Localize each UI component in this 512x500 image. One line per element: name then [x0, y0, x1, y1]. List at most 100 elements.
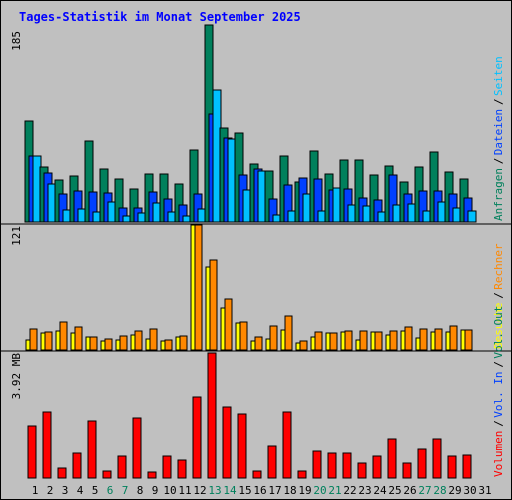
bar-rechner-day-28 — [434, 328, 443, 351]
legend-item-vol-in: Vol. In — [492, 371, 505, 417]
bar-rechner-day-13 — [209, 259, 218, 351]
bar-volumen-day-26 — [402, 462, 412, 479]
bar-volumen-day-17 — [267, 445, 277, 479]
bar-rechner-day-27 — [419, 328, 428, 351]
bar-volumen-day-19 — [297, 470, 307, 479]
bar-rechner-day-17 — [269, 325, 278, 351]
day-label-24: 24 — [373, 484, 387, 497]
day-label-7: 7 — [122, 484, 129, 497]
bar-volumen-day-27 — [417, 448, 427, 479]
bar-rechner-day-29 — [449, 325, 458, 351]
bar-rechner-day-9 — [149, 328, 158, 351]
legend-item-rechner: Rechner — [492, 243, 505, 290]
bar-volumen-day-24 — [372, 455, 382, 479]
bar-volumen-day-16 — [252, 470, 262, 479]
day-label-13: 13 — [208, 484, 221, 497]
bar-volumen-day-29 — [447, 455, 457, 479]
bar-volumen-day-9 — [147, 471, 157, 479]
bar-rechner-day-2 — [44, 331, 53, 351]
bar-rechner-day-10 — [164, 339, 173, 351]
bar-volumen-day-28 — [432, 438, 442, 479]
day-label-28: 28 — [433, 484, 446, 497]
legend-item-besuche: Besuche — [492, 303, 505, 349]
day-label-21: 21 — [328, 484, 341, 497]
day-label-25: 25 — [388, 484, 401, 497]
bar-rechner-day-30 — [464, 329, 473, 351]
bar-volumen-day-3 — [57, 467, 67, 479]
chart-title: Tages-Statistik im Monat September 2025 — [19, 10, 301, 24]
bar-volumen-day-1 — [27, 425, 37, 479]
day-label-20: 20 — [313, 484, 326, 497]
day-label-10: 10 — [163, 484, 176, 497]
legend-separator: / — [492, 98, 505, 105]
bar-rechner-day-26 — [404, 326, 413, 351]
day-label-26: 26 — [403, 484, 416, 497]
day-label-12: 12 — [193, 484, 206, 497]
day-label-9: 9 — [152, 484, 159, 497]
bar-rechner-day-5 — [89, 336, 98, 351]
bar-rechner-day-16 — [254, 336, 263, 351]
legend-separator: / — [492, 361, 505, 368]
panel-2-ymax-label: 121 — [10, 226, 23, 246]
legend-item-anfragen: Anfragen — [492, 168, 505, 221]
legend-separator: / — [492, 292, 505, 299]
day-label-6: 6 — [107, 484, 114, 497]
day-label-11: 11 — [178, 484, 191, 497]
day-label-23: 23 — [358, 484, 371, 497]
bar-rechner-day-6 — [104, 338, 113, 351]
bar-volumen-day-5 — [87, 420, 97, 479]
bar-rechner-day-24 — [374, 331, 383, 351]
bar-volumen-day-23 — [357, 462, 367, 479]
bar-volumen-day-8 — [132, 417, 142, 479]
bar-volumen-day-4 — [72, 452, 82, 479]
chart-panels — [1, 24, 511, 479]
bar-rechner-day-22 — [344, 330, 353, 351]
legend-separator: / — [492, 158, 505, 165]
bar-rechner-day-14 — [224, 298, 233, 351]
day-label-19: 19 — [298, 484, 311, 497]
day-label-5: 5 — [92, 484, 99, 497]
chart-legend: Anfragen / Dateien / Seiten Besuche / Rechner Vo… — [492, 56, 505, 477]
bar-volumen-day-13 — [207, 352, 217, 479]
bar-rechner-day-18 — [284, 315, 293, 351]
bar-volumen-day-11 — [177, 459, 187, 479]
panel-3 — [27, 352, 472, 479]
day-label-30: 30 — [463, 484, 476, 497]
bar-rechner-day-7 — [119, 335, 128, 351]
bar-rechner-day-19 — [299, 340, 308, 351]
bar-volumen-day-6 — [102, 470, 112, 479]
day-label-8: 8 — [137, 484, 144, 497]
bar-volumen-day-14 — [222, 406, 232, 479]
bar-rechner-day-1 — [29, 328, 38, 351]
x-axis-day-labels: 1 2 3 4 5 6 7 8 9 10 11 12 13 14 15 16 17 18 19 20 21 22 23 24 2… — [32, 484, 492, 497]
day-label-18: 18 — [283, 484, 296, 497]
bar-volumen-day-7 — [117, 455, 127, 479]
bar-rechner-day-15 — [239, 321, 248, 351]
bar-volumen-day-12 — [192, 396, 202, 479]
bar-rechner-day-4 — [74, 326, 83, 351]
day-label-14: 14 — [223, 484, 237, 497]
bar-volumen-day-2 — [42, 411, 52, 479]
bar-rechner-day-25 — [389, 330, 398, 351]
day-label-3: 3 — [62, 484, 69, 497]
day-label-27: 27 — [418, 484, 431, 497]
bar-seiten-day-30 — [467, 210, 477, 223]
panel-1-ymax-label: 185 — [10, 31, 23, 51]
legend-separator: / — [492, 420, 505, 427]
bar-volumen-day-25 — [387, 438, 397, 479]
day-label-17: 17 — [268, 484, 281, 497]
day-label-15: 15 — [238, 484, 251, 497]
bar-volumen-day-20 — [312, 450, 322, 479]
panel-3-ymax-label: 3.92 MB — [10, 353, 23, 400]
bar-rechner-day-3 — [59, 321, 68, 351]
legend-item-vol-out: Vol. Out — [492, 306, 505, 359]
day-label-1: 1 — [32, 484, 39, 497]
legend-item-dateien: Dateien — [492, 109, 505, 155]
bar-volumen-day-10 — [162, 455, 172, 479]
bar-rechner-day-11 — [179, 335, 188, 351]
day-label-2: 2 — [47, 484, 54, 497]
legend-item-seiten: Seiten — [492, 56, 505, 96]
bar-rechner-day-23 — [359, 330, 368, 351]
day-label-22: 22 — [343, 484, 356, 497]
bar-volumen-day-21 — [327, 452, 337, 479]
